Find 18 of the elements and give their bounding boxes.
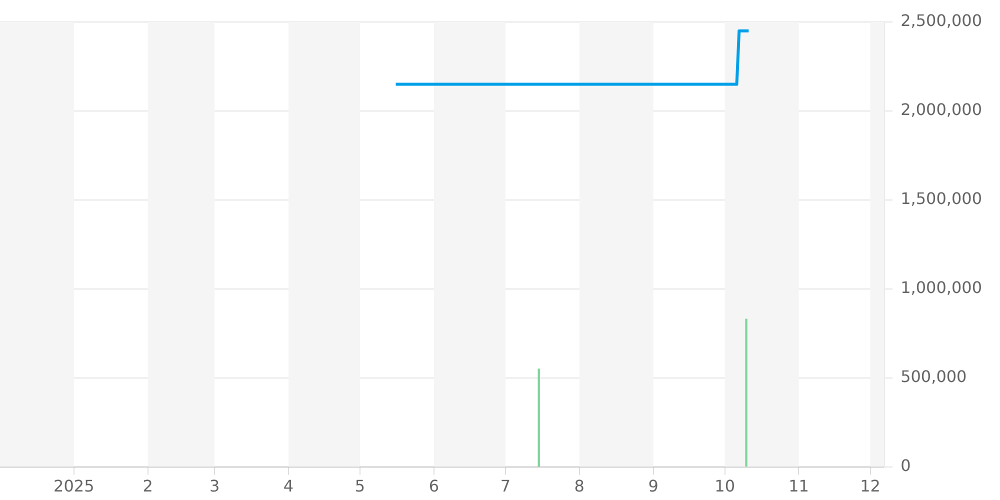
y-tick-label: 500,000 xyxy=(900,366,967,386)
x-tick-label: 2 xyxy=(142,476,153,496)
x-tick-label: 3 xyxy=(209,476,220,496)
y-tick-label: 1,000,000 xyxy=(900,278,982,298)
y-tick-label: 2,500,000 xyxy=(900,11,982,30)
x-tick-label: 4 xyxy=(283,476,294,496)
y-tick-label: 1,500,000 xyxy=(900,189,982,208)
x-tick-label: 6 xyxy=(428,476,440,496)
x-tick-label: 11 xyxy=(788,476,809,496)
y-tick-label: 2,000,000 xyxy=(900,100,982,120)
x-tick-label: 7 xyxy=(500,476,511,496)
x-tick-label: 2025 xyxy=(54,476,94,496)
x-tick-label: 12 xyxy=(860,476,880,496)
x-tick-label: 5 xyxy=(354,476,366,496)
y-tick-label: 0 xyxy=(900,456,911,475)
x-tick-label: 9 xyxy=(648,476,658,496)
x-tick-label: 10 xyxy=(714,476,736,496)
x-tick-label: 8 xyxy=(574,476,584,496)
